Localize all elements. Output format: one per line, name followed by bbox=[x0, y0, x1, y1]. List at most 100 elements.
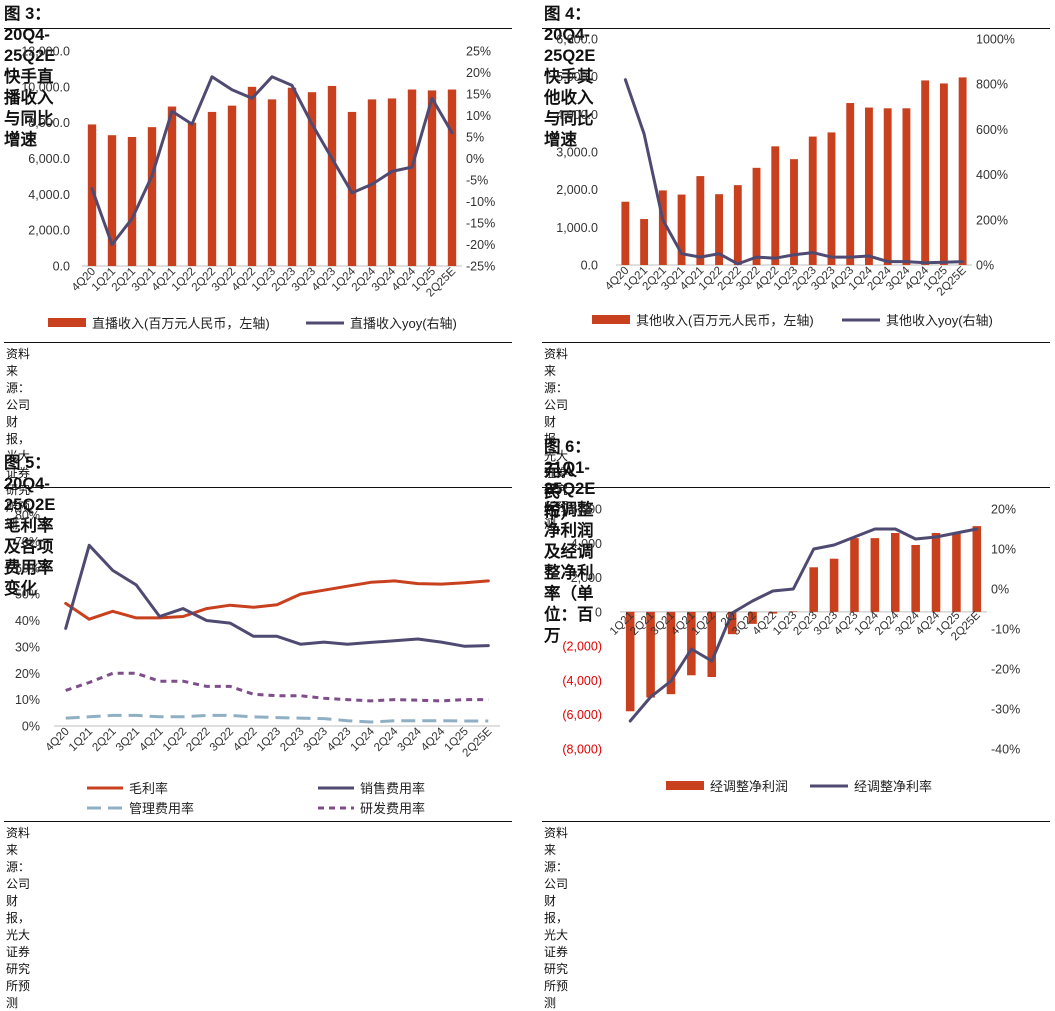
bar-6 bbox=[727, 611, 737, 635]
series-line-3 bbox=[65, 713, 489, 724]
y-right-tick-label: 10% bbox=[991, 543, 1016, 557]
bar-3 bbox=[658, 190, 667, 265]
bar-5 bbox=[696, 176, 705, 265]
chart-title-3: 图 5：20Q4-25Q2E 毛利率及各项费用率变化 bbox=[4, 454, 56, 598]
bar-13 bbox=[846, 103, 855, 266]
y-left-tick-label: 2,000 bbox=[571, 571, 602, 585]
bar-10 bbox=[267, 99, 277, 266]
x-tick-label: 1Q24 bbox=[349, 725, 378, 754]
bar-7 bbox=[207, 111, 217, 267]
source-rule-2 bbox=[542, 342, 1050, 343]
y-left-tick-label: 12,000.0 bbox=[21, 45, 70, 59]
series-line-2 bbox=[64, 543, 490, 648]
chart-source-1: 资料来源：公司财报，光大证券研究所预测 bbox=[6, 347, 31, 531]
y-right-tick-label: 25% bbox=[466, 45, 491, 59]
bar-13 bbox=[327, 85, 337, 266]
series-line-1 bbox=[64, 579, 490, 621]
legend-label: 经调整净利率 bbox=[854, 779, 932, 794]
y-right-tick-label: -10% bbox=[991, 623, 1020, 637]
bar-16 bbox=[931, 533, 941, 612]
chart-3-svg: 0%10%20%30%40%50%60%70%80%4Q201Q212Q213Q… bbox=[15, 509, 500, 816]
legend-label: 直播收入(百万元人民币，左轴) bbox=[92, 316, 270, 331]
x-tick-label: 2Q23 bbox=[278, 726, 306, 754]
x-tick-label: 4Q24 bbox=[419, 725, 448, 754]
x-tick-label: 3Q23 bbox=[302, 726, 330, 754]
y-right-tick-label: -15% bbox=[466, 217, 495, 231]
bar-15 bbox=[883, 108, 892, 265]
series-line-4 bbox=[65, 671, 489, 703]
chart-title-1: 图 3：20Q4-25Q2E 快手直播收入与同比增速 bbox=[4, 5, 56, 149]
title-rule-2 bbox=[542, 28, 1050, 29]
y-left-tick-label: 1,000.0 bbox=[556, 221, 598, 235]
bar-15 bbox=[911, 545, 920, 612]
bar-14 bbox=[347, 111, 357, 267]
y-right-tick-label: -40% bbox=[991, 743, 1020, 757]
x-tick-label: 4Q23 bbox=[325, 726, 353, 754]
bar-17 bbox=[407, 89, 417, 266]
y-left-tick-label: 10% bbox=[15, 693, 40, 707]
legend-label: 经调整净利润 bbox=[710, 779, 788, 794]
bar-1 bbox=[625, 611, 635, 712]
chart-source-2: 资料来源：公司财报，光大证券研究所预测 bbox=[544, 347, 569, 531]
bar-7 bbox=[733, 185, 742, 265]
y-left-tick-label: (2,000) bbox=[562, 640, 602, 654]
bar-10 bbox=[809, 567, 818, 612]
bar-9 bbox=[789, 611, 798, 612]
bar-18 bbox=[972, 526, 982, 612]
bar-19 bbox=[447, 89, 457, 266]
y-left-tick-label: 50% bbox=[15, 588, 40, 602]
x-tick-label: 2Q24 bbox=[372, 725, 401, 754]
series-line-1 bbox=[623, 78, 965, 266]
chart-2-svg: 0.0 1,000.0 2,000.0 3,000.0 4,000.0 5,000.0 6,… bbox=[556, 33, 1015, 329]
y-left-tick-label: (4,000) bbox=[562, 674, 602, 688]
legend-label: 直播收入yoy(右轴) bbox=[350, 316, 457, 331]
x-tick-label: 3Q24 bbox=[396, 725, 425, 754]
y-left-tick-label: 0 bbox=[595, 605, 602, 619]
y-right-tick-label: 20% bbox=[991, 503, 1016, 517]
y-left-tick-label: (8,000) bbox=[562, 743, 602, 757]
y-left-tick-label: 20% bbox=[15, 667, 40, 681]
x-tick-label: 3Q22 bbox=[208, 726, 236, 754]
y-right-tick-label: 10% bbox=[466, 109, 491, 123]
chart-source-4: 资料来源：公司财报，光大证券研究所预测 bbox=[544, 826, 569, 1010]
bar-4 bbox=[687, 611, 696, 676]
y-left-tick-label: 0.0 bbox=[581, 259, 598, 273]
bar-8 bbox=[752, 167, 761, 265]
legend-label: 毛利率 bbox=[129, 781, 168, 796]
bar-6 bbox=[715, 194, 723, 265]
legend-label: 管理费用率 bbox=[129, 801, 194, 816]
x-tick-label: 3Q21 bbox=[114, 726, 142, 754]
x-tick-label: 4Q20 bbox=[43, 726, 71, 754]
title-rule-4 bbox=[542, 487, 1050, 488]
y-right-tick-label: 200% bbox=[976, 213, 1008, 227]
bar-17 bbox=[952, 533, 961, 612]
y-right-tick-label: 600% bbox=[976, 123, 1008, 137]
y-left-tick-label: 3,000.0 bbox=[556, 146, 598, 160]
y-right-tick-label: -30% bbox=[991, 703, 1020, 717]
y-right-tick-label: -5% bbox=[466, 174, 488, 188]
y-left-tick-label: 80% bbox=[15, 509, 40, 523]
y-left-tick-label: 6,000 bbox=[571, 503, 602, 517]
chart-4-svg: (8,000) (6,000) (4,000) (2,000) 0 2,000 4,000 6… bbox=[562, 503, 1020, 795]
x-tick-label: 2Q21 bbox=[90, 726, 118, 754]
x-tick-label: 1Q23 bbox=[255, 726, 283, 754]
bar-8 bbox=[768, 611, 778, 614]
y-right-tick-label: 20% bbox=[466, 66, 491, 80]
bar-12 bbox=[827, 132, 836, 265]
bar-17 bbox=[921, 80, 930, 265]
y-left-tick-label: 6,000.0 bbox=[28, 152, 70, 166]
legend-label: 其他收入yoy(右轴) bbox=[886, 313, 993, 328]
bar-5 bbox=[167, 106, 177, 267]
y-left-tick-label: 60% bbox=[15, 561, 40, 575]
source-rule-1 bbox=[4, 342, 512, 343]
x-tick-label: 4Q21 bbox=[137, 726, 165, 754]
bar-12 bbox=[307, 92, 317, 266]
x-tick-label: 2Q22 bbox=[184, 726, 212, 754]
bar-1 bbox=[621, 201, 630, 265]
chart-1-svg: 0.0 2,000.0 4,000.0 6,000.0 8,000.0 10,000.0 1… bbox=[21, 45, 495, 332]
bar-2 bbox=[646, 611, 655, 698]
y-left-tick-label: 4,000.0 bbox=[556, 108, 598, 122]
bar-4 bbox=[147, 127, 157, 266]
bar-6 bbox=[187, 122, 197, 267]
bar-14 bbox=[865, 107, 873, 265]
